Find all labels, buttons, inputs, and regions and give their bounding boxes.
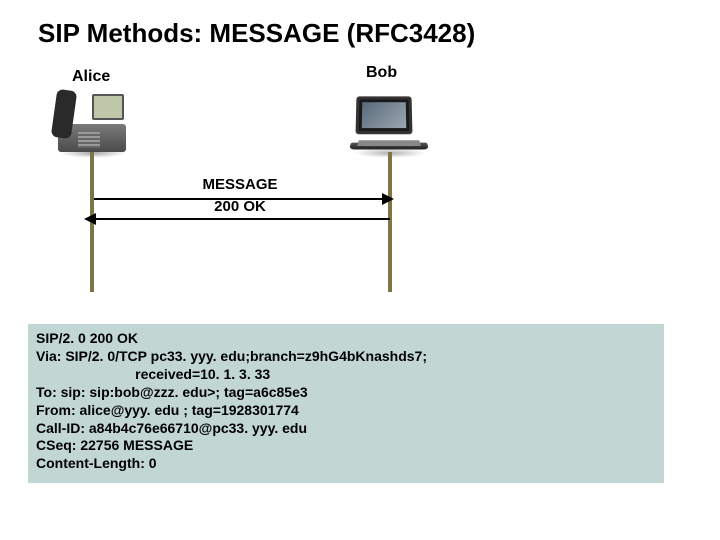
resp-line-2: received=10. 1. 3. 33 [36, 366, 656, 384]
resp-line-0: SIP/2. 0 200 OK [36, 330, 656, 348]
resp-line-6: CSeq: 22756 MESSAGE [36, 437, 656, 455]
actor-bob-label: Bob [366, 64, 397, 82]
laptop-icon [350, 96, 428, 152]
slide-title: SIP Methods: MESSAGE (RFC3428) [38, 18, 475, 49]
sip-response-box: SIP/2. 0 200 OK Via: SIP/2. 0/TCP pc33. … [28, 324, 664, 483]
actor-alice-label: Alice [72, 68, 110, 86]
resp-line-7: Content-Length: 0 [36, 455, 656, 473]
desk-phone-icon [58, 92, 128, 152]
arrow-label-message: MESSAGE [180, 176, 300, 193]
arrow-head-200ok [84, 213, 96, 225]
resp-line-5: Call-ID: a84b4c76e66710@pc33. yyy. edu [36, 420, 656, 438]
arrow-200ok [96, 218, 390, 220]
lifeline-bob [388, 152, 392, 292]
resp-line-4: From: alice@yyy. edu ; tag=1928301774 [36, 402, 656, 420]
resp-line-3: To: sip: sip:bob@zzz. edu>; tag=a6c85e3 [36, 384, 656, 402]
resp-line-1: Via: SIP/2. 0/TCP pc33. yyy. edu;branch=… [36, 348, 656, 366]
arrow-label-200ok: 200 OK [180, 198, 300, 215]
arrow-head-message [382, 193, 394, 205]
